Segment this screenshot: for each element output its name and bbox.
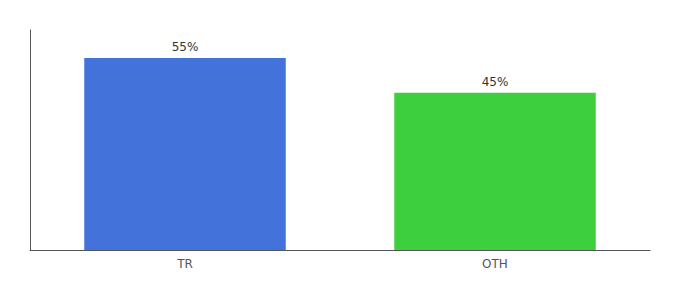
svg-text:55%: 55%	[172, 40, 199, 54]
svg-text:TR: TR	[176, 257, 193, 271]
svg-text:OTH: OTH	[482, 257, 508, 271]
svg-text:45%: 45%	[482, 75, 509, 89]
